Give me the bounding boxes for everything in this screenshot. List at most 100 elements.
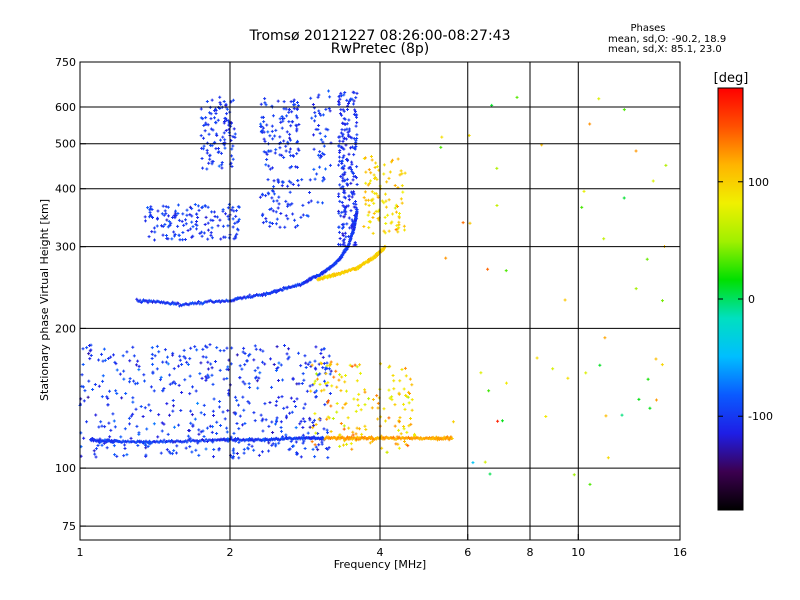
data-point <box>153 230 157 234</box>
data-point <box>400 368 404 372</box>
data-point <box>374 161 378 165</box>
data-point <box>186 228 190 232</box>
data-point <box>299 455 303 459</box>
data-point <box>343 117 347 121</box>
chart-title: Tromsø 20121227 08:26:00-08:27:43 <box>249 28 511 44</box>
data-point <box>324 167 328 171</box>
data-point <box>394 210 398 214</box>
trace-point <box>234 438 238 442</box>
data-point <box>335 362 339 366</box>
data-point <box>206 237 210 241</box>
data-point <box>383 192 387 196</box>
data-point <box>451 420 455 424</box>
data-point <box>287 448 291 452</box>
data-point <box>210 226 214 230</box>
data-point <box>272 192 276 196</box>
data-point <box>488 472 492 476</box>
data-point <box>367 210 371 214</box>
data-point <box>203 223 207 227</box>
data-point <box>374 209 378 213</box>
data-point <box>112 419 116 423</box>
data-point <box>87 379 91 383</box>
x-tick-label: 1 <box>77 546 84 559</box>
trace-point <box>226 439 230 443</box>
data-point <box>313 443 317 447</box>
data-point <box>214 111 218 115</box>
data-point <box>376 406 380 410</box>
data-point <box>211 455 215 459</box>
colorbar-ticks: 100 0 -100 <box>718 176 773 423</box>
data-point <box>286 217 290 221</box>
trace-point <box>314 275 318 279</box>
data-point <box>346 416 350 420</box>
trace-point <box>146 301 150 305</box>
data-point <box>197 453 201 457</box>
data-point <box>306 431 310 435</box>
data-point <box>263 139 267 143</box>
data-point <box>343 90 347 94</box>
data-point <box>275 345 279 349</box>
data-point <box>211 160 215 164</box>
data-point <box>147 235 151 239</box>
data-point <box>161 389 165 393</box>
data-point <box>215 346 219 350</box>
trace-point <box>162 438 166 442</box>
data-point <box>220 166 224 170</box>
data-point <box>231 205 235 209</box>
data-point <box>172 234 176 238</box>
data-point <box>316 448 320 452</box>
data-point <box>271 209 275 213</box>
data-point <box>319 348 323 352</box>
data-point <box>99 420 103 424</box>
data-point <box>270 196 274 200</box>
data-point <box>94 447 98 451</box>
data-point <box>316 373 320 377</box>
data-point <box>283 344 287 348</box>
data-point <box>296 224 300 228</box>
data-point <box>279 363 283 367</box>
data-point <box>287 347 291 351</box>
data-point <box>213 107 217 111</box>
data-point <box>246 446 250 450</box>
data-point <box>326 415 330 419</box>
data-point <box>166 205 170 209</box>
data-point <box>371 197 375 201</box>
data-point <box>328 372 332 376</box>
data-point <box>242 451 246 455</box>
data-point <box>231 157 235 161</box>
trace-point <box>135 297 139 301</box>
data-point <box>352 99 356 103</box>
data-point <box>314 445 318 449</box>
data-point <box>406 395 410 399</box>
data-point <box>276 378 280 382</box>
data-point <box>280 395 284 399</box>
data-point <box>146 444 150 448</box>
data-point <box>588 122 592 126</box>
data-point <box>270 385 274 389</box>
data-point <box>277 195 281 199</box>
data-point <box>165 237 169 241</box>
data-point <box>223 119 226 123</box>
data-point <box>156 209 160 213</box>
data-point <box>367 203 371 207</box>
data-point <box>219 424 223 428</box>
data-point <box>349 442 353 446</box>
data-point <box>310 363 314 367</box>
data-point <box>150 230 154 234</box>
data-point <box>354 124 358 128</box>
data-point <box>404 374 408 378</box>
data-point <box>174 209 178 213</box>
data-point <box>256 366 260 370</box>
data-point <box>176 203 180 207</box>
data-point <box>351 178 355 182</box>
trace-point <box>197 300 201 304</box>
data-point <box>89 354 93 358</box>
trace-point <box>145 299 149 303</box>
data-point <box>270 189 274 193</box>
data-point <box>318 372 322 376</box>
data-point <box>324 107 328 111</box>
data-point <box>159 451 163 455</box>
data-point <box>165 402 169 406</box>
data-point <box>356 403 360 407</box>
data-point <box>313 455 317 459</box>
